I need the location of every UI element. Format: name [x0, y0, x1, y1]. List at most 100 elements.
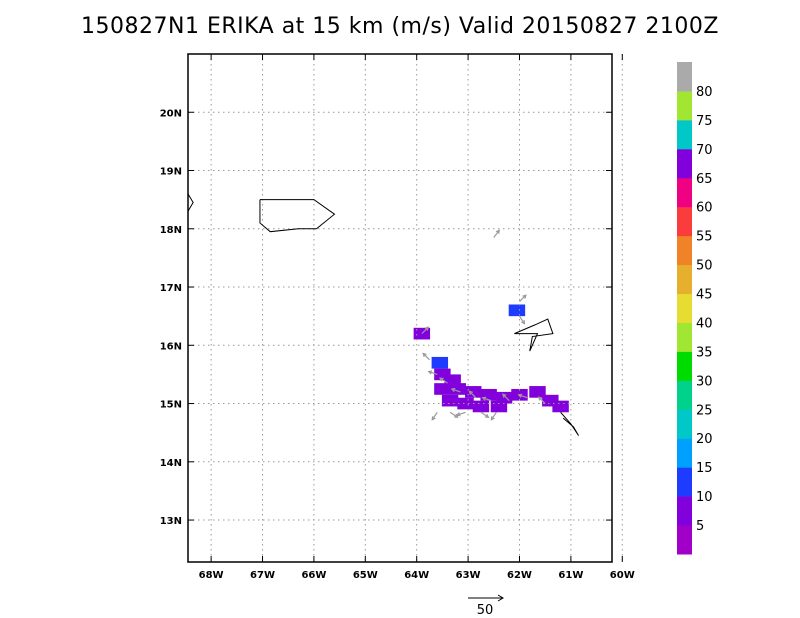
colorbar-label-10: 55 [696, 230, 713, 245]
wind-vector-9 [481, 396, 492, 402]
colorbar-label-4: 25 [696, 403, 713, 418]
wind-vector-shaft-6 [439, 377, 448, 384]
x-tick-label-7: 61W [558, 570, 583, 581]
wind-speed-cells [413, 304, 569, 413]
x-tick-label-2: 66W [301, 570, 326, 581]
colorbar-label-6: 35 [696, 345, 713, 360]
wind-vector-head-6 [439, 377, 444, 382]
wind-vector-1 [519, 294, 527, 303]
colorbar-segment-6 [677, 351, 692, 381]
colorbar-segment-15 [677, 90, 692, 121]
wind-vector-14 [449, 411, 459, 418]
coastlines [187, 193, 580, 436]
reference-vector-label: 50 [477, 603, 494, 618]
colorbar-segment-8 [677, 293, 692, 323]
wind-vector-11 [517, 393, 528, 399]
x-tick-label-5: 63W [456, 570, 481, 581]
colorbar-segment-11 [677, 206, 692, 237]
wind-cell-2 [431, 356, 449, 369]
wind-vector-head-2 [521, 320, 526, 325]
colorbar-label-12: 65 [696, 172, 713, 187]
colorbar-label-0: 5 [696, 519, 704, 534]
wind-vectors [421, 229, 546, 421]
coastline-1 [259, 199, 336, 233]
colorbar-label-15: 80 [696, 85, 713, 100]
y-tick-label-2: 15N [160, 400, 182, 411]
colorbar-segment-1 [677, 496, 692, 526]
colorbar-label-5: 30 [696, 374, 713, 389]
plot-frame [187, 53, 613, 563]
wind-vector-shaft-11 [518, 394, 528, 399]
colorbar-segment-13 [677, 148, 692, 179]
wind-vector-4 [422, 352, 430, 361]
reference-arrowhead [497, 594, 504, 602]
colorbar-label-13: 70 [696, 143, 713, 158]
wind-vector-3 [421, 326, 430, 335]
colorbar-label-8: 45 [696, 288, 713, 303]
colorbar-segment-0 [677, 525, 692, 555]
wind-vector-head-12 [537, 396, 543, 401]
colorbar-label-9: 50 [696, 259, 713, 274]
wind-cell-17 [552, 400, 569, 413]
wind-cell-0 [413, 327, 431, 340]
colorbar-label-7: 40 [696, 316, 713, 331]
wind-vector-shaft-2 [518, 315, 525, 324]
wind-cell-1 [508, 304, 526, 317]
y-axis-ticks: 13N 14N 15N 16N 17N 18N 19N 20N [160, 108, 612, 527]
x-tick-label-1: 67W [250, 570, 275, 581]
colorbar-label-1: 10 [696, 490, 713, 505]
coastline-2 [514, 318, 554, 352]
y-tick-label-7: 20N [160, 108, 182, 119]
wind-cell-4 [444, 374, 461, 387]
wind-vector-head-4 [422, 352, 427, 358]
colorbar-label-14: 75 [696, 114, 713, 129]
colorbar-segment-12 [677, 177, 692, 208]
wind-vector-shaft-8 [469, 390, 477, 399]
wind-cell-6 [449, 383, 467, 395]
wind-cell-3 [434, 368, 451, 381]
coastline-0 [187, 193, 194, 212]
colorbar-segment-5 [677, 380, 692, 410]
x-tick-label-3: 65W [353, 570, 378, 581]
colorbar-label-11: 60 [696, 201, 713, 216]
wind-vector-head-17 [490, 416, 495, 421]
wind-cell-13 [441, 394, 459, 407]
grid-lines [188, 54, 623, 562]
wind-cell-8 [480, 388, 497, 401]
wind-cell-7 [465, 386, 482, 398]
colorbar-segment-3 [677, 438, 692, 468]
wind-vector-head-5 [427, 370, 433, 375]
wind-cell-5 [434, 383, 451, 395]
wind-vector-head-10 [501, 393, 507, 398]
wind-vector-shaft-7 [451, 388, 461, 393]
wind-vector-17 [490, 411, 497, 421]
wind-vector-shaft-9 [482, 397, 492, 402]
wind-vector-head-11 [517, 393, 523, 398]
wind-vector-shaft-3 [421, 326, 429, 335]
wind-cell-14 [457, 397, 474, 410]
wind-vector-shaft-16 [480, 411, 489, 418]
wind-vector-8 [468, 390, 477, 399]
wind-vector-0 [493, 229, 500, 238]
colorbar-segment-2 [677, 467, 692, 497]
x-tick-label-0: 68W [199, 570, 224, 581]
wind-vector-shaft-15 [456, 411, 466, 416]
colorbar-segment-16 [677, 62, 692, 92]
y-tick-label-5: 18N [160, 225, 182, 236]
wind-vector-head-15 [455, 412, 461, 417]
colorbar-segment-7 [677, 322, 692, 352]
wind-vector-shaft-10 [502, 393, 510, 402]
x-tick-label-6: 62W [507, 570, 532, 581]
wind-vector-12 [537, 396, 546, 404]
wind-vector-2 [518, 315, 526, 325]
wind-vector-10 [501, 393, 510, 402]
colorbar: 5 10 15 20 25 30 35 40 45 50 55 60 65 70 75 80 [677, 62, 713, 555]
y-tick-label-4: 17N [160, 283, 182, 294]
wind-vector-head-13 [431, 416, 436, 421]
x-tick-label-8: 60W [610, 570, 635, 581]
y-tick-label-3: 16N [160, 341, 182, 352]
wind-cell-12 [542, 394, 559, 407]
x-axis-ticks: 68W 67W 66W 65W 64W 63W 62W 61W 60W [199, 54, 635, 581]
wind-cell-9 [495, 391, 513, 404]
wind-vector-shaft-0 [493, 229, 500, 238]
